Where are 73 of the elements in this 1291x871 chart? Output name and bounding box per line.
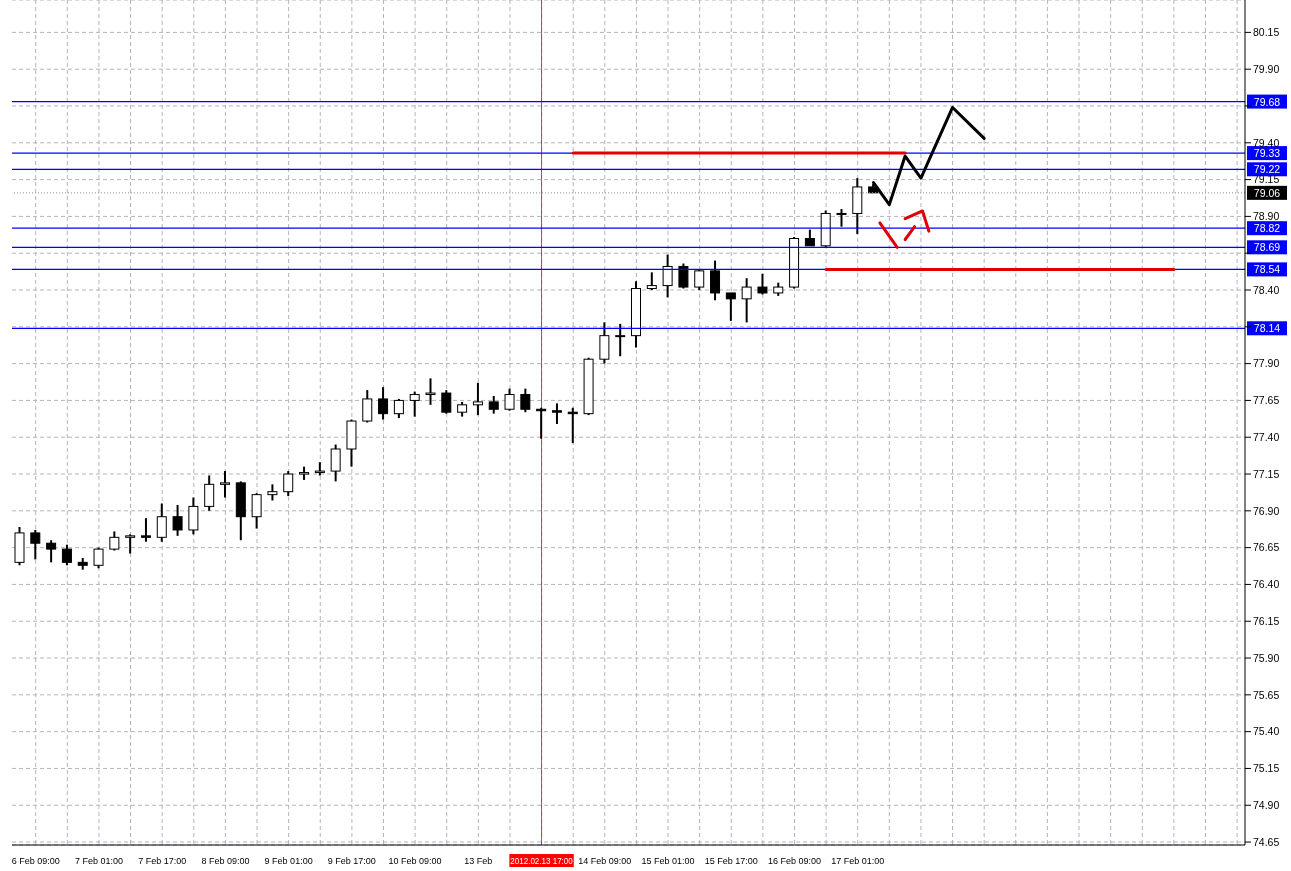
candlestick [109,530,120,552]
y-tick-label: 77.65 [1253,394,1280,407]
candlestick [425,377,436,406]
y-tick-label: 75.90 [1253,651,1280,664]
ref-line-label: 78.69 [1253,241,1281,254]
y-tick-label: 79.40 [1253,136,1280,149]
y-tick-label: 76.65 [1253,541,1280,554]
y-tick-label: 74.90 [1253,798,1280,811]
ref-line-label: 79.68 [1253,95,1281,108]
candlestick [741,277,752,324]
candlestick [156,502,167,543]
y-tick-label: 75.40 [1253,725,1280,738]
candlestick [362,389,373,424]
candlestick [472,381,483,417]
y-tick-label: 77.15 [1253,467,1280,480]
y-tick-label: 78.90 [1253,210,1280,223]
candlestick [61,543,72,567]
candlestick [188,496,199,536]
ref-line-label: 79.22 [1253,163,1281,176]
candlestick [678,262,689,290]
y-tick-label: 74.65 [1253,835,1280,848]
y-tick-label: 77.90 [1253,357,1280,370]
x-tick-label: 15 Feb 01:00 [641,856,695,866]
y-tick-label: 76.15 [1253,614,1280,627]
x-tick-label: 6 Feb 09:00 [11,856,60,866]
candlestick [125,533,136,555]
candlestick [409,390,420,418]
x-tick-label: 14 Feb 09:00 [578,856,632,866]
x-tick-label: 9 Feb 17:00 [327,856,376,866]
y-tick-label: 76.40 [1253,578,1280,591]
candlestick [46,539,57,564]
candlestick [662,253,673,299]
y-tick-label: 77.40 [1253,430,1280,443]
y-tick-label: 76.90 [1253,504,1280,517]
candlestick [330,443,341,483]
candlestick [599,321,610,365]
candlestick [283,470,294,498]
y-tick-label: 78.40 [1253,283,1280,296]
candlestick [504,387,515,412]
ref-line-label: 78.82 [1253,222,1281,235]
y-tick-label: 79.15 [1253,173,1280,186]
y-tick-label: 80.15 [1253,26,1280,39]
x-tick-label: 7 Feb 01:00 [74,856,123,866]
x-tick-label: 7 Feb 17:00 [138,856,187,866]
candlestick [220,470,230,499]
candlestick [615,322,626,358]
candlestick [710,259,721,302]
candlestick [441,389,452,415]
candlestick [393,397,404,420]
x-tick-label: 8 Feb 09:00 [201,856,250,866]
x-tick-label: 15 Feb 17:00 [704,856,758,866]
candlestick [551,402,562,425]
y-tick-label: 75.15 [1253,762,1280,775]
x-tick-label: 16 Feb 09:00 [767,856,821,866]
candlestick [140,517,151,543]
x-tick-label: 9 Feb 01:00 [264,856,313,866]
x-tick-label: 17 Feb 01:00 [831,856,885,866]
x-tick-label: 10 Feb 09:00 [388,856,442,866]
candlestick [836,208,847,228]
candlestick [30,528,41,561]
ref-line-label: 78.54 [1253,263,1281,276]
y-tick-label: 79.90 [1253,62,1280,75]
candlestick [172,503,183,537]
y-tick-label: 75.65 [1253,688,1280,701]
x-tick-label: 13 Feb [464,856,493,866]
candlestick [725,291,736,322]
candlestick [378,386,389,421]
ref-line-label: 78.14 [1253,322,1281,335]
ref-line-label: 79.06 [1253,186,1281,199]
ref-line-label: 79.33 [1253,147,1281,160]
candlestick [520,387,531,414]
candlestick [251,492,262,530]
candlestick [204,474,215,512]
